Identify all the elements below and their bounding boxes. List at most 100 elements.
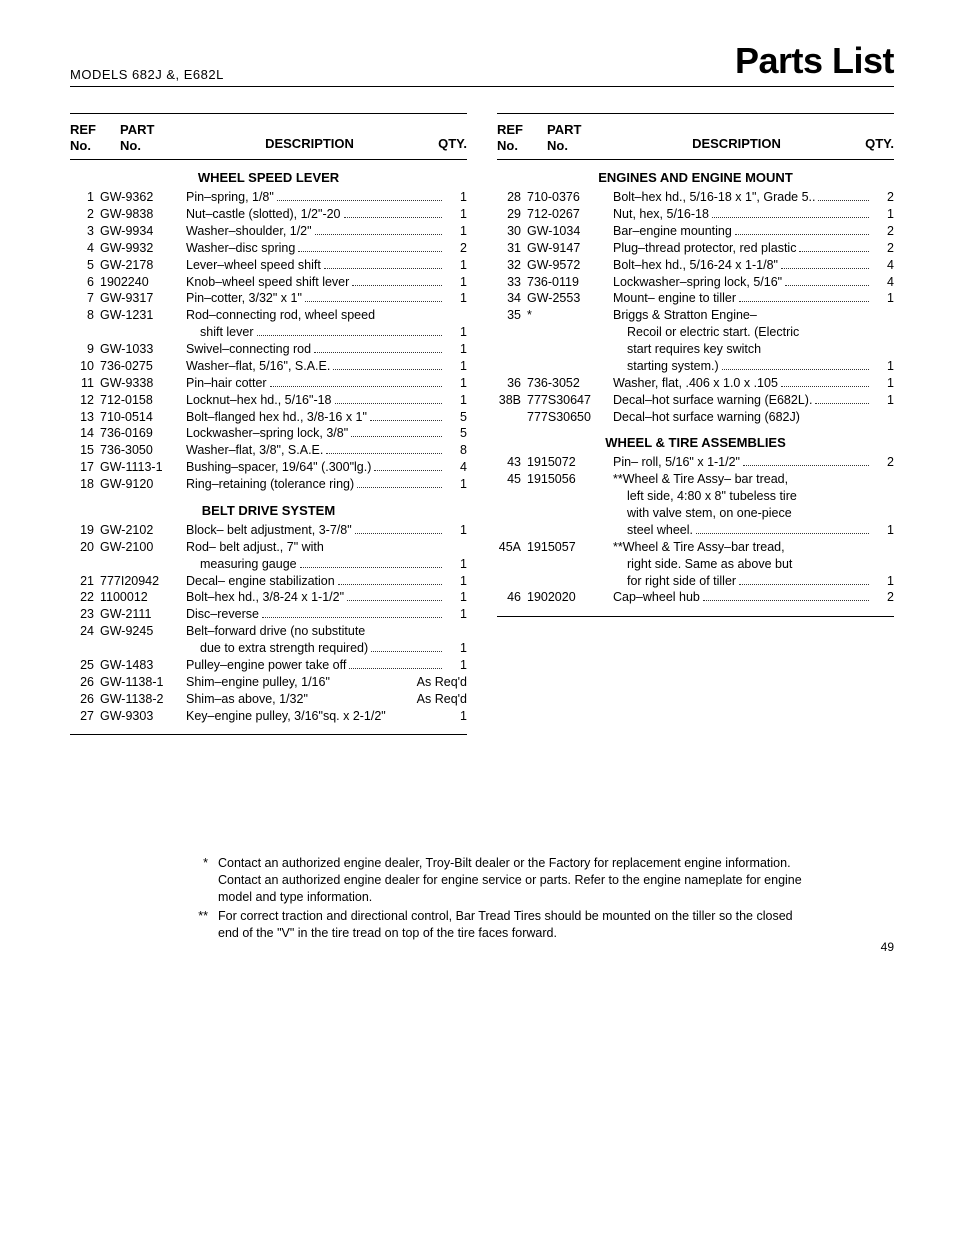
part-no: GW-9838	[100, 206, 186, 223]
hdr-ref-2: No.	[497, 138, 518, 153]
part-no: 712-0267	[527, 206, 613, 223]
part-row: 36736-3052Washer, flat, .406 x 1.0 x .10…	[497, 375, 894, 392]
ref-no: 15	[70, 442, 100, 459]
ref-no: 22	[70, 589, 100, 606]
description: **Wheel & Tire Assy–bar tread,	[613, 539, 872, 556]
ref-no: 14	[70, 425, 100, 442]
part-row: 33736-0119Lockwasher–spring lock, 5/16"4	[497, 274, 894, 291]
part-no: 777S30647	[527, 392, 613, 409]
part-row: 32GW-9572Bolt–hex hd., 5/16-24 x 1-1/8"4	[497, 257, 894, 274]
qty	[872, 341, 894, 358]
hdr-ref-1: REF	[497, 122, 523, 137]
description: Briggs & Stratton Engine–	[613, 307, 872, 324]
part-row: 26GW-1138-2Shim–as above, 1/32"As Req'd	[70, 691, 467, 708]
part-row: 21777I20942Decal– engine stabilization1	[70, 573, 467, 590]
hdr-ref: REF No.	[497, 122, 547, 153]
qty: 1	[445, 375, 467, 392]
left-col-header: REF No. PART No. DESCRIPTION QTY.	[70, 114, 467, 160]
footnotes: *Contact an authorized engine dealer, Tr…	[190, 855, 804, 941]
qty: 5	[445, 425, 467, 442]
qty	[872, 539, 894, 556]
part-row-cont: for right side of tiller1	[497, 573, 894, 590]
right-col-header: REF No. PART No. DESCRIPTION QTY.	[497, 114, 894, 160]
ref-no: 6	[70, 274, 100, 291]
part-no: GW-9572	[527, 257, 613, 274]
description-cont: Recoil or electric start. (Electric	[613, 324, 872, 341]
qty	[872, 307, 894, 324]
right-body: ENGINES AND ENGINE MOUNT28710-0376Bolt–h…	[497, 160, 894, 606]
description-cont: right side. Same as above but	[613, 556, 872, 573]
description: Pulley–engine power take off	[186, 657, 445, 674]
columns: REF No. PART No. DESCRIPTION QTY. WHEEL …	[70, 113, 894, 735]
qty: 1	[445, 708, 467, 725]
header: MODELS 682J &, E682L Parts List	[70, 40, 894, 87]
ref-no: 9	[70, 341, 100, 358]
page: MODELS 682J &, E682L Parts List REF No. …	[0, 0, 954, 974]
qty: 1	[872, 522, 894, 539]
qty: 5	[445, 409, 467, 426]
description-cont: with valve stem, on one-piece	[613, 505, 872, 522]
description: Decal–hot surface warning (E682L).	[613, 392, 872, 409]
description: Bolt–hex hd., 5/16-24 x 1-1/8"	[613, 257, 872, 274]
description: Disc–reverse	[186, 606, 445, 623]
part-row: 45A1915057**Wheel & Tire Assy–bar tread,	[497, 539, 894, 556]
part-no: GW-9303	[100, 708, 186, 725]
ref-no: 11	[70, 375, 100, 392]
ref-no: 2	[70, 206, 100, 223]
part-no: GW-2102	[100, 522, 186, 539]
description: Shim–as above, 1/32"	[186, 691, 393, 708]
ref-no: 35	[497, 307, 527, 324]
ref-no: 36	[497, 375, 527, 392]
part-row: 17GW-1113-1Bushing–spacer, 19/64" (.300"…	[70, 459, 467, 476]
part-row: 28710-0376Bolt–hex hd., 5/16-18 x 1", Gr…	[497, 189, 894, 206]
description: Lever–wheel speed shift	[186, 257, 445, 274]
part-row: 27GW-9303Key–engine pulley, 3/16"sq. x 2…	[70, 708, 467, 725]
ref-no	[497, 409, 527, 426]
qty	[872, 324, 894, 341]
part-no: 712-0158	[100, 392, 186, 409]
description: Pin– roll, 5/16" x 1-1/2"	[613, 454, 872, 471]
description-cont: left side, 4:80 x 8" tubeless tire	[613, 488, 872, 505]
part-row: 12712-0158Locknut–hex hd., 5/16"-181	[70, 392, 467, 409]
description: Rod–connecting rod, wheel speed	[186, 307, 445, 324]
qty	[872, 471, 894, 488]
footnote: **For correct traction and directional c…	[190, 908, 804, 942]
description: Cap–wheel hub	[613, 589, 872, 606]
part-row: 1GW-9362Pin–spring, 1/8"1	[70, 189, 467, 206]
part-no: GW-9932	[100, 240, 186, 257]
description: Bolt–hex hd., 3/8-24 x 1-1/2"	[186, 589, 445, 606]
part-no: GW-9245	[100, 623, 186, 640]
description: Washer–shoulder, 1/2"	[186, 223, 445, 240]
qty: 1	[445, 606, 467, 623]
qty	[872, 556, 894, 573]
qty: 1	[445, 522, 467, 539]
part-row: 461902020Cap–wheel hub2	[497, 589, 894, 606]
ref-no: 26	[70, 691, 100, 708]
part-no: 736-3050	[100, 442, 186, 459]
part-row: 30GW-1034Bar–engine mounting2	[497, 223, 894, 240]
left-footer-rule	[70, 734, 467, 735]
qty: 2	[872, 589, 894, 606]
qty	[445, 307, 467, 324]
ref-no: 13	[70, 409, 100, 426]
qty	[870, 409, 894, 426]
part-no: GW-2111	[100, 606, 186, 623]
footnote-text: Contact an authorized engine dealer, Tro…	[218, 855, 804, 906]
part-row-cont: with valve stem, on one-piece	[497, 505, 894, 522]
qty: 1	[445, 223, 467, 240]
description: Nut–castle (slotted), 1/2"-20	[186, 206, 445, 223]
description: Ring–retaining (tolerance ring)	[186, 476, 445, 493]
description: Washer–flat, 3/8", S.A.E.	[186, 442, 445, 459]
qty: 2	[872, 454, 894, 471]
left-body: WHEEL SPEED LEVER1GW-9362Pin–spring, 1/8…	[70, 160, 467, 724]
part-row: 5GW-2178Lever–wheel speed shift1	[70, 257, 467, 274]
qty: 2	[445, 240, 467, 257]
description: Washer–flat, 5/16", S.A.E.	[186, 358, 445, 375]
qty	[872, 488, 894, 505]
qty: 1	[872, 375, 894, 392]
ref-no: 4	[70, 240, 100, 257]
models-label: MODELS 682J &, E682L	[70, 67, 224, 82]
section-title: WHEEL & TIRE ASSEMBLIES	[497, 425, 894, 454]
part-row: 20GW-2100Rod– belt adjust., 7" with	[70, 539, 467, 556]
qty: 1	[445, 257, 467, 274]
